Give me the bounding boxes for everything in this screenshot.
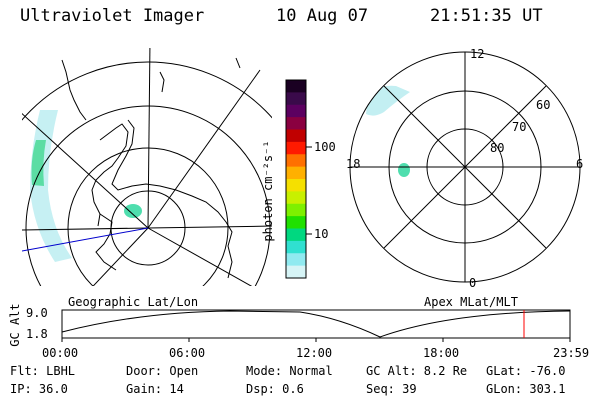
- instrument-title: Ultraviolet Imager: [20, 6, 205, 26]
- colorbar-tick-10: 10: [314, 227, 329, 241]
- geographic-map: [22, 48, 272, 286]
- geo-coastline: [61, 57, 241, 279]
- altitude-xtick-2359: 23:59: [553, 346, 590, 360]
- altitude-xtick-0600: 06:00: [169, 346, 206, 360]
- colorbar-segment: [286, 129, 306, 143]
- time-label: 21:51:35 UT: [430, 6, 543, 26]
- info-gain: Gain: 14: [126, 382, 184, 396]
- apex-mlt-lines: [350, 52, 580, 282]
- apex-map: [349, 51, 581, 283]
- date-label: 10 Aug 07: [276, 6, 369, 26]
- apex-mlt-6: 6: [576, 157, 584, 171]
- altitude-curve: [61, 310, 571, 338]
- colorbar-segment: [286, 92, 306, 106]
- info-glon: GLon: 303.1: [486, 382, 566, 396]
- altitude-xtick-1200: 12:00: [296, 346, 333, 360]
- altitude-ytick-1: 1.8: [26, 327, 48, 341]
- altitude-ylabel: GC Alt: [8, 303, 22, 347]
- colorbar-segment: [286, 265, 306, 279]
- colorbar-segment: [286, 253, 306, 267]
- altitude-xtick-0000: 00:00: [42, 346, 79, 360]
- geo-track-line: [22, 227, 149, 252]
- colorbar-segment: [286, 240, 306, 254]
- colorbar-segment: [286, 166, 306, 180]
- colorbar-segment: [286, 154, 306, 168]
- colorbar: [285, 79, 307, 279]
- altitude-ticks: [61, 338, 571, 342]
- colorbar-unit-label: photon cm⁻²s⁻¹: [261, 140, 275, 242]
- colorbar-tick-100: 100: [314, 140, 336, 154]
- geo-meridians: [22, 48, 272, 286]
- altitude-xtick-1800: 18:00: [423, 346, 460, 360]
- colorbar-segment: [286, 80, 306, 93]
- info-seq: Seq: 39: [366, 382, 417, 396]
- colorbar-segment: [286, 203, 306, 217]
- apex-lat-60: 60: [536, 98, 551, 112]
- colorbar-segment: [286, 117, 306, 131]
- apex-lat-70: 70: [512, 120, 527, 134]
- apex-mlt-12: 12: [470, 47, 485, 61]
- apex-mlt-18: 18: [346, 157, 361, 171]
- apex-lat-80: 80: [490, 141, 505, 155]
- apex-aurora-emission: [366, 85, 410, 177]
- colorbar-segment: [286, 191, 306, 205]
- colorbar-ticks: [306, 146, 312, 235]
- apex-mlt-0: 0: [469, 276, 477, 290]
- colorbar-segment: [286, 179, 306, 192]
- geo-panel-label: Geographic Lat/Lon: [68, 295, 199, 309]
- geo-aurora-emission: [30, 110, 142, 262]
- info-door: Door: Open: [126, 364, 199, 378]
- altitude-ytick-9: 9.0: [26, 306, 48, 320]
- info-ip: IP: 36.0: [10, 382, 68, 396]
- info-mode: Mode: Normal: [246, 364, 333, 378]
- apex-panel-label: Apex MLat/MLT: [424, 295, 518, 309]
- colorbar-segment: [286, 228, 306, 242]
- info-filter: Flt: LBHL: [10, 364, 76, 378]
- colorbar-segment: [286, 141, 306, 155]
- info-dsp: Dsp: 0.6: [246, 382, 304, 396]
- colorbar-segment: [286, 104, 306, 118]
- info-gc-alt: GC Alt: 8.2 Re: [366, 364, 468, 378]
- info-glat: GLat: -76.0: [486, 364, 566, 378]
- altitude-plot: [61, 309, 571, 342]
- colorbar-segment: [286, 216, 306, 230]
- colorbar-frame: [285, 79, 307, 279]
